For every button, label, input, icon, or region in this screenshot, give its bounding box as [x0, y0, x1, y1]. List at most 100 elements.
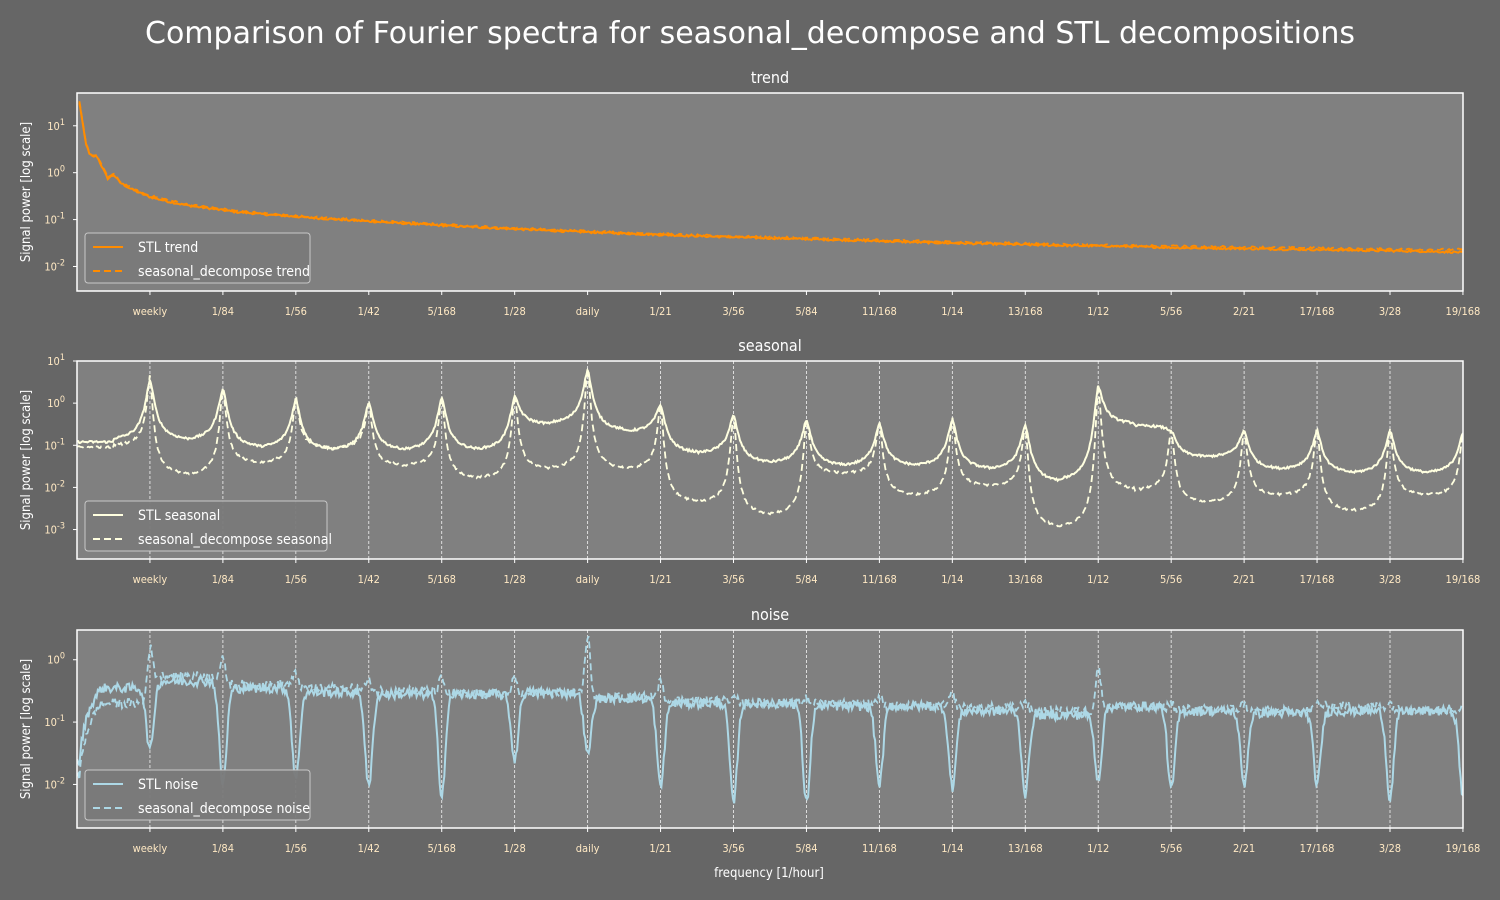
x-tick-label: weekly: [133, 573, 168, 586]
legend-box: [84, 769, 311, 821]
x-tick-label: 13/168: [1008, 573, 1043, 586]
y-tick-label: 10-1: [44, 437, 65, 452]
plot-frame: [76, 92, 1464, 292]
y-tick-label: 100: [47, 165, 65, 180]
x-tick-label: 19/168: [1446, 842, 1481, 855]
x-tick-label: 1/14: [941, 842, 963, 855]
x-tick-label: 11/168: [862, 305, 897, 318]
y-tick-label: 10-2: [44, 776, 65, 791]
legend-box: [84, 500, 328, 552]
x-tick-label: 3/56: [722, 573, 744, 586]
y-tick-label: 101: [47, 118, 65, 133]
x-tick-label: 1/28: [504, 842, 526, 855]
x-tick-label: 17/168: [1300, 305, 1335, 318]
panel-seasonal: seasonal weekly 1/84 1/56 1/42 5/168 1/28 daily…: [19, 336, 1480, 586]
y-tick-label: 100: [47, 652, 65, 667]
x-tick-label: 2/21: [1233, 842, 1255, 855]
x-tick-label: daily: [576, 305, 600, 318]
series-group: [78, 101, 1463, 254]
panel-title: noise: [751, 605, 789, 624]
y-tick-label: 10-2: [44, 258, 65, 273]
x-tick-label: 1/21: [649, 305, 671, 318]
x-tick-label: 5/84: [795, 842, 817, 855]
panels: trend weekly 1/84 1/56 1/42 5/168 1/28 daily 1/2…: [19, 68, 1480, 855]
x-tick-label: 3/28: [1379, 842, 1401, 855]
x-tick-label: 11/168: [862, 842, 897, 855]
legend-label: STL noise: [138, 777, 198, 793]
series-line-seasonal-decompose: [77, 635, 1463, 781]
x-tick-label: 3/28: [1379, 305, 1401, 318]
x-tick-label: 1/12: [1087, 842, 1109, 855]
x-tick-label: 1/14: [941, 573, 963, 586]
series-line-stl: [77, 367, 1463, 483]
legend: STL trend seasonal_decompose trend: [84, 232, 311, 284]
x-tick-label: weekly: [133, 842, 168, 855]
x-tick-label: 19/168: [1446, 305, 1481, 318]
legend-label: seasonal_decompose seasonal: [138, 532, 332, 548]
x-tick-label: daily: [576, 573, 600, 586]
legend-label: STL trend: [138, 240, 198, 256]
x-tick-label: 5/168: [427, 573, 456, 586]
series-group: [77, 367, 1463, 528]
x-tick-label: 2/21: [1233, 305, 1255, 318]
x-tick-label: 1/14: [941, 305, 963, 318]
x-tick-label: 11/168: [862, 573, 897, 586]
x-tick-label: 1/21: [649, 573, 671, 586]
x-tick-label: 1/28: [504, 305, 526, 318]
x-tick-label: 17/168: [1300, 573, 1335, 586]
x-tick-label: 1/28: [504, 573, 526, 586]
panel-title: seasonal: [738, 336, 801, 355]
x-tick-label: 5/56: [1160, 573, 1182, 586]
series-line-seasonal-decompose: [78, 101, 1463, 252]
x-tick-label: 5/168: [427, 842, 456, 855]
x-tick-label: 1/56: [285, 842, 307, 855]
x-tick-label: 1/56: [285, 573, 307, 586]
x-tick-label: 1/12: [1087, 573, 1109, 586]
x-tick-label: 1/42: [358, 305, 380, 318]
x-tick-label: 1/42: [358, 842, 380, 855]
x-tick-label: 1/21: [649, 842, 671, 855]
y-tick-label: 10-1: [44, 714, 65, 729]
x-tick-label: 3/56: [722, 842, 744, 855]
legend-label: STL seasonal: [138, 508, 220, 524]
x-tick-label: 13/168: [1008, 842, 1043, 855]
y-tick-label: 10-1: [44, 212, 65, 227]
legend-label: seasonal_decompose trend: [138, 264, 310, 280]
x-tick-label: 5/56: [1160, 842, 1182, 855]
legend: STL seasonal seasonal_decompose seasonal: [84, 500, 332, 552]
panel-noise: noise weekly 1/84 1/56 1/42 5/168 1/28 daily 1/2…: [19, 605, 1480, 855]
x-tick-label: 13/168: [1008, 305, 1043, 318]
legend-box: [84, 232, 311, 284]
y-tick-label: 10-2: [44, 479, 65, 494]
x-tick-label: weekly: [133, 305, 168, 318]
x-tick-label: 5/84: [795, 573, 817, 586]
figure-title: Comparison of Fourier spectra for season…: [145, 16, 1355, 51]
x-tick-label: 3/56: [722, 305, 744, 318]
y-tick-label: 100: [47, 395, 65, 410]
y-axis-label: Signal power [log scale]: [19, 659, 34, 799]
x-tick-label: 1/56: [285, 305, 307, 318]
y-tick-label: 10-3: [44, 522, 65, 537]
y-axis-label: Signal power [log scale]: [19, 390, 34, 530]
y-axis-label: Signal power [log scale]: [19, 122, 34, 262]
plot-frame: [76, 360, 1464, 560]
x-tick-label: daily: [576, 842, 600, 855]
x-tick-label: 2/21: [1233, 573, 1255, 586]
series-line-stl: [78, 103, 1463, 254]
x-tick-label: 3/28: [1379, 573, 1401, 586]
x-tick-label: 5/56: [1160, 305, 1182, 318]
legend-label: seasonal_decompose noise: [138, 801, 310, 817]
x-tick-label: 1/84: [212, 573, 234, 586]
x-tick-label: 1/12: [1087, 305, 1109, 318]
panel-title: trend: [751, 68, 789, 87]
x-tick-label: 1/84: [212, 842, 234, 855]
x-tick-label: 1/42: [358, 573, 380, 586]
x-tick-label: 5/84: [795, 305, 817, 318]
panel-trend: trend weekly 1/84 1/56 1/42 5/168 1/28 daily 1/2…: [19, 68, 1480, 318]
series-line-seasonal-decompose: [77, 367, 1463, 528]
x-tick-label: 1/84: [212, 305, 234, 318]
y-tick-label: 101: [47, 353, 65, 368]
x-tick-label: 19/168: [1446, 573, 1481, 586]
plot-frame: [76, 629, 1464, 829]
